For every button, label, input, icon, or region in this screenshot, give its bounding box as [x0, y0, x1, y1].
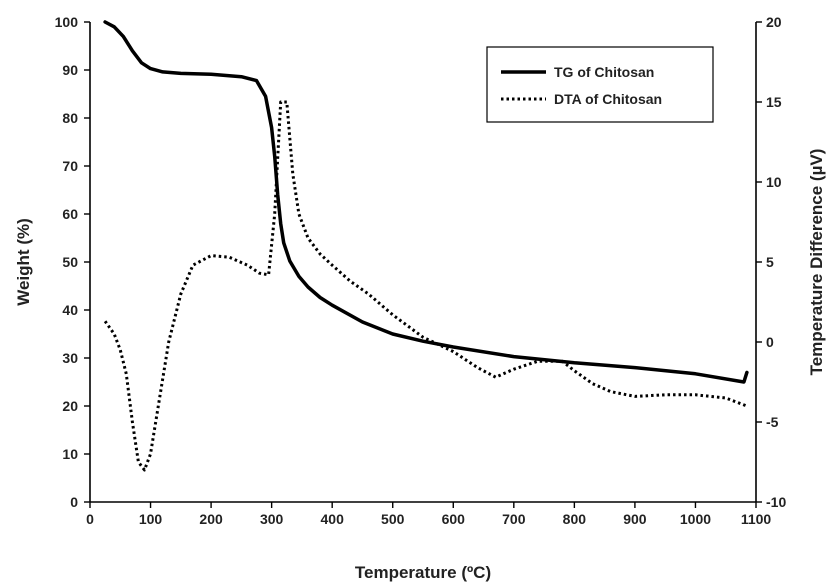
x-tick-label: 400 — [321, 511, 345, 527]
x-tick-label: 800 — [563, 511, 587, 527]
x-tick-label: 1000 — [680, 511, 711, 527]
y-tick-label: 20 — [62, 398, 78, 414]
legend-label-tg: TG of Chitosan — [554, 64, 654, 80]
legend-label-dta: DTA of Chitosan — [554, 91, 662, 107]
tg-series-line — [103, 20, 749, 384]
legend: TG of Chitosan DTA of Chitosan — [486, 46, 714, 123]
x-axis-title: Temperature (ºC) — [355, 563, 491, 582]
x-tick-label: 100 — [139, 511, 163, 527]
y2-tick-label: -10 — [766, 494, 786, 510]
y2-tick-label: 15 — [766, 94, 782, 110]
y-tick-label: 100 — [55, 14, 79, 30]
dta-series-line — [103, 100, 748, 472]
y-tick-label: 30 — [62, 350, 78, 366]
y2-tick-label: 5 — [766, 254, 774, 270]
x-axis-ticks: 0 100 200 300 400 500 600 700 800 900 1000 1100 — [86, 502, 771, 527]
y-tick-label: 40 — [62, 302, 78, 318]
x-tick-label: 500 — [381, 511, 405, 527]
x-tick-label: 1100 — [741, 511, 772, 527]
y-axis-right-title: Temperature Difference (µV) — [807, 149, 826, 376]
y-tick-label: 80 — [62, 110, 78, 126]
series-layer — [103, 20, 749, 472]
y-tick-label: 10 — [62, 446, 78, 462]
y-axis-left-title: Weight (%) — [14, 218, 33, 306]
x-tick-label: 0 — [86, 511, 94, 527]
y-tick-label: 50 — [62, 254, 78, 270]
x-tick-label: 900 — [623, 511, 647, 527]
y-tick-label: 70 — [62, 158, 78, 174]
x-tick-label: 700 — [502, 511, 526, 527]
y2-tick-label: 0 — [766, 334, 774, 350]
y-axis-right-ticks: -10 -5 0 5 10 15 20 — [756, 14, 786, 510]
y2-tick-label: 10 — [766, 174, 782, 190]
y-tick-label: 60 — [62, 206, 78, 222]
y-axis-left-ticks: 0 10 20 30 40 50 60 70 80 90 100 — [55, 14, 90, 510]
x-tick-label: 200 — [199, 511, 223, 527]
x-tick-label: 600 — [442, 511, 466, 527]
y-tick-label: 0 — [70, 494, 78, 510]
y2-tick-label: 20 — [766, 14, 782, 30]
y-tick-label: 90 — [62, 62, 78, 78]
legend-box — [486, 46, 714, 123]
x-tick-label: 300 — [260, 511, 284, 527]
y2-tick-label: -5 — [766, 414, 779, 430]
